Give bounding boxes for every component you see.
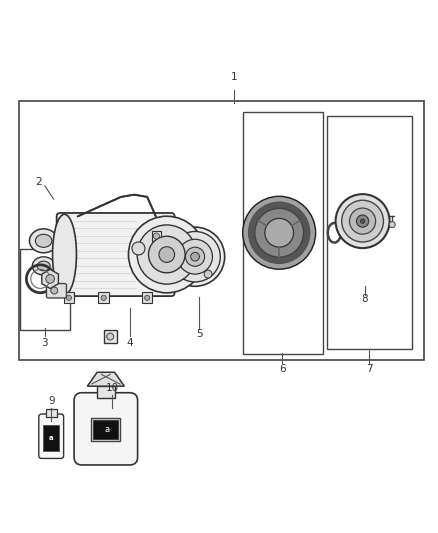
Circle shape [336, 194, 389, 248]
Bar [43, 425, 59, 450]
Polygon shape [87, 372, 124, 386]
Circle shape [265, 219, 293, 247]
Ellipse shape [53, 214, 77, 295]
Circle shape [350, 208, 376, 234]
Text: 4: 4 [127, 338, 133, 348]
FancyBboxPatch shape [57, 213, 175, 296]
Circle shape [389, 222, 395, 228]
Circle shape [51, 287, 58, 294]
Text: 10: 10 [106, 383, 119, 393]
Ellipse shape [49, 283, 67, 294]
Bar [20, 249, 70, 329]
Circle shape [255, 208, 304, 257]
Bar [97, 386, 115, 398]
Ellipse shape [37, 261, 50, 271]
Circle shape [166, 227, 225, 286]
Circle shape [243, 197, 315, 269]
Ellipse shape [35, 235, 52, 247]
Text: a: a [49, 434, 53, 441]
Bar [99, 292, 109, 303]
Circle shape [185, 247, 205, 266]
Text: 8: 8 [361, 294, 368, 304]
Circle shape [66, 295, 71, 301]
Circle shape [170, 231, 220, 282]
Circle shape [204, 270, 212, 278]
Bar [19, 101, 424, 360]
Circle shape [132, 242, 145, 255]
Text: 1: 1 [231, 72, 237, 82]
Circle shape [128, 216, 205, 293]
Circle shape [357, 215, 369, 227]
Circle shape [360, 219, 365, 223]
Circle shape [191, 252, 199, 261]
FancyBboxPatch shape [46, 284, 67, 298]
Text: a: a [104, 425, 109, 434]
Bar [327, 116, 412, 349]
Circle shape [178, 239, 212, 274]
Text: 3: 3 [42, 338, 48, 348]
Circle shape [153, 233, 159, 239]
Text: 2: 2 [35, 176, 42, 187]
Bar [152, 231, 161, 241]
Circle shape [46, 274, 54, 283]
Bar [243, 112, 323, 353]
Ellipse shape [32, 257, 55, 275]
Circle shape [148, 236, 185, 273]
FancyBboxPatch shape [39, 414, 64, 458]
Bar [104, 330, 117, 343]
Ellipse shape [29, 229, 58, 253]
Circle shape [137, 225, 196, 284]
Circle shape [145, 295, 150, 301]
Text: 5: 5 [196, 329, 203, 339]
Text: 9: 9 [48, 397, 55, 407]
FancyBboxPatch shape [74, 393, 138, 465]
Text: 7: 7 [366, 364, 372, 374]
Circle shape [107, 333, 114, 340]
Bar [64, 292, 74, 303]
Bar [93, 420, 117, 439]
Bar [142, 292, 152, 303]
Circle shape [159, 247, 175, 262]
Circle shape [101, 295, 106, 301]
Text: 6: 6 [279, 364, 286, 374]
Bar [46, 409, 57, 417]
Bar [91, 417, 120, 441]
Circle shape [342, 200, 384, 242]
